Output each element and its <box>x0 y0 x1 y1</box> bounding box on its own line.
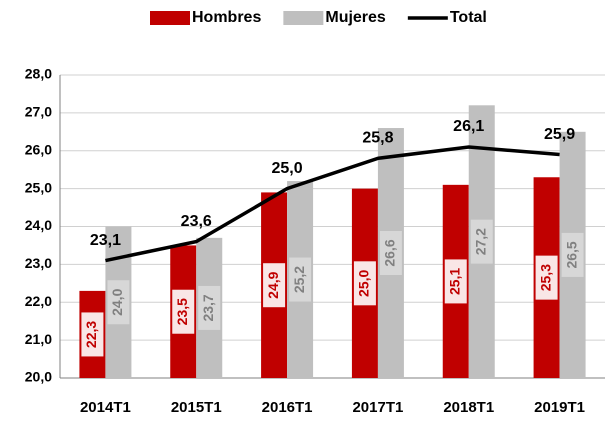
x-tick-label: 2018T1 <box>443 399 494 416</box>
y-tick-label: 28,0 <box>25 66 52 82</box>
legend-swatch <box>150 11 190 25</box>
label-box <box>379 231 402 276</box>
y-tick-label: 21,0 <box>25 331 52 347</box>
bar-value-label: 26,5 <box>563 241 579 268</box>
label-box <box>81 312 104 357</box>
bar-value-label: 26,6 <box>382 239 398 266</box>
x-tick-label: 2016T1 <box>262 399 313 416</box>
label-box <box>107 280 130 325</box>
label-box <box>470 219 493 264</box>
label-box <box>263 263 286 308</box>
y-tick-label: 27,0 <box>25 104 52 120</box>
label-box <box>289 257 312 302</box>
x-tick-label: 2017T1 <box>352 399 403 416</box>
label-box <box>561 232 584 277</box>
y-tick-label: 25,0 <box>25 179 52 195</box>
line-value-label: 25,0 <box>272 160 303 177</box>
line-value-label: 23,6 <box>181 213 212 230</box>
x-tick-label: 2015T1 <box>171 399 222 416</box>
bar-value-label: 27,2 <box>472 228 488 255</box>
label-box <box>172 289 195 334</box>
y-tick-label: 20,0 <box>25 369 52 385</box>
legend-label: Hombres <box>192 9 261 26</box>
bar-value-label: 24,0 <box>109 288 125 315</box>
y-tick-label: 22,0 <box>25 293 52 309</box>
line-value-label: 25,9 <box>544 126 575 143</box>
label-box <box>444 259 467 304</box>
label-box <box>198 285 221 330</box>
total-line <box>105 145 560 263</box>
bar-value-label: 25,1 <box>446 268 462 295</box>
line-value-label: 23,1 <box>90 232 121 249</box>
y-tick-label: 24,0 <box>25 217 52 233</box>
legend-label: Mujeres <box>325 9 386 26</box>
y-tick-label: 26,0 <box>25 141 52 157</box>
bar-value-label: 25,2 <box>291 266 307 293</box>
bar-value-label: 23,5 <box>174 298 190 325</box>
bar-value-label: 24,9 <box>265 271 281 298</box>
x-tick-label: 2014T1 <box>80 399 131 416</box>
line-value-label: 26,1 <box>453 118 484 135</box>
bar-value-label: 22,3 <box>83 321 99 348</box>
bar-value-label: 25,0 <box>356 269 372 296</box>
label-box <box>353 261 376 306</box>
bar-value-label: 25,3 <box>537 264 553 291</box>
line-value-label: 25,8 <box>362 130 393 147</box>
x-tick-label: 2019T1 <box>534 399 585 416</box>
bar-value-label: 23,7 <box>200 294 216 321</box>
legend-label: Total <box>450 9 487 26</box>
legend-swatch <box>283 11 324 25</box>
label-box <box>535 255 558 300</box>
y-tick-label: 23,0 <box>25 255 52 271</box>
